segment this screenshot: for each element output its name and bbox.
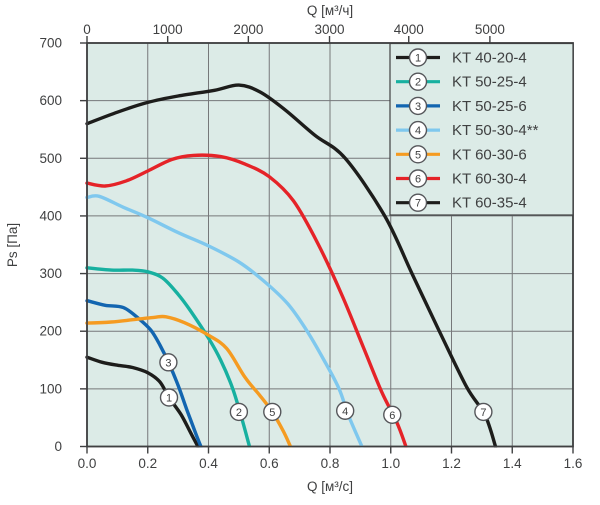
bottom-axis-title: Q [м³/с] xyxy=(307,479,353,494)
legend-marker-number-5: 5 xyxy=(415,149,421,161)
curve-marker-4 xyxy=(335,401,355,420)
legend-label-4: KT 50-30-4** xyxy=(452,122,539,139)
top-axis-title: Q [м³/ч] xyxy=(307,3,353,18)
legend-marker-7 xyxy=(408,193,428,212)
bottom-tick-label: 0.4 xyxy=(199,456,218,471)
legend-label-1: KT 40-20-4 xyxy=(452,50,527,67)
curve-marker-5-number: 5 xyxy=(269,407,275,419)
bottom-tick-label: 1.6 xyxy=(564,456,583,471)
bottom-tick-label: 1.0 xyxy=(381,456,400,471)
legend-marker-number-7: 7 xyxy=(415,198,421,210)
legend-marker-number-6: 6 xyxy=(415,174,421,186)
legend-marker-2 xyxy=(408,72,428,91)
left-tick-label: 300 xyxy=(39,266,62,281)
bottom-tick-label: 0.0 xyxy=(78,456,97,471)
curve-kt-60-30-4 xyxy=(85,153,408,448)
curve-marker-2-number: 2 xyxy=(236,407,242,419)
top-tick-label: 4000 xyxy=(394,22,424,37)
left-tick-label: 700 xyxy=(39,36,62,51)
legend-label-6: KT 60-30-4 xyxy=(452,171,527,188)
bottom-tick-label: 0.6 xyxy=(260,456,279,471)
left-axis-title: Ps [Па] xyxy=(5,223,20,267)
top-tick-label: 1000 xyxy=(153,22,183,37)
legend-marker-3 xyxy=(408,96,428,116)
curve-marker-7-number: 7 xyxy=(480,407,486,419)
curve-marker-4-number: 4 xyxy=(342,406,348,418)
bottom-tick-label: 1.2 xyxy=(442,456,461,471)
legend-label-5: KT 60-30-6 xyxy=(452,146,527,163)
curve-kt-50-25-4 xyxy=(85,266,252,448)
bottom-tick-label: 0.2 xyxy=(138,456,157,471)
legend-marker-number-2: 2 xyxy=(415,77,421,89)
legend-marker-number-3: 3 xyxy=(415,101,421,113)
top-tick-label: 0 xyxy=(83,22,91,37)
curve-marker-3 xyxy=(159,353,178,372)
left-tick-label: 200 xyxy=(39,324,62,339)
legend-label-2: KT 50-25-4 xyxy=(452,74,527,91)
legend-label-7: KT 60-35-4 xyxy=(452,195,527,212)
curve-marker-7 xyxy=(474,402,493,422)
legend-marker-5 xyxy=(408,145,428,164)
curve-marker-6-number: 6 xyxy=(389,410,395,422)
curve-marker-5 xyxy=(263,402,282,422)
curve-kt-40-20-4 xyxy=(85,355,200,448)
legend-marker-4 xyxy=(408,120,428,140)
curve-marker-6 xyxy=(383,405,402,424)
curve-marker-2 xyxy=(229,402,249,422)
legend-marker-number-4: 4 xyxy=(415,125,421,137)
legend-marker-1 xyxy=(408,48,428,67)
top-tick-label: 3000 xyxy=(314,22,344,37)
curve-kt-50-25-6 xyxy=(85,299,203,448)
curve-kt-50-30-4 xyxy=(85,194,364,448)
left-tick-label: 400 xyxy=(39,208,62,223)
legend-marker-6 xyxy=(408,169,428,188)
legend-marker-number-1: 1 xyxy=(415,53,421,65)
left-tick-label: 0 xyxy=(54,439,62,454)
curve-marker-1 xyxy=(159,388,179,407)
plot-border xyxy=(86,42,574,448)
left-tick-label: 100 xyxy=(39,381,62,396)
legend-label-3: KT 50-25-6 xyxy=(452,98,527,115)
top-tick-label: 2000 xyxy=(233,22,263,37)
curve-kt-60-35-4 xyxy=(85,83,498,448)
curve-marker-3-number: 3 xyxy=(165,357,171,369)
left-tick-label: 500 xyxy=(39,151,62,166)
left-tick-label: 600 xyxy=(39,93,62,108)
curve-marker-1-number: 1 xyxy=(166,393,172,405)
bottom-tick-label: 0.8 xyxy=(321,456,340,471)
top-tick-label: 5000 xyxy=(475,22,505,37)
bottom-tick-label: 1.4 xyxy=(503,456,522,471)
